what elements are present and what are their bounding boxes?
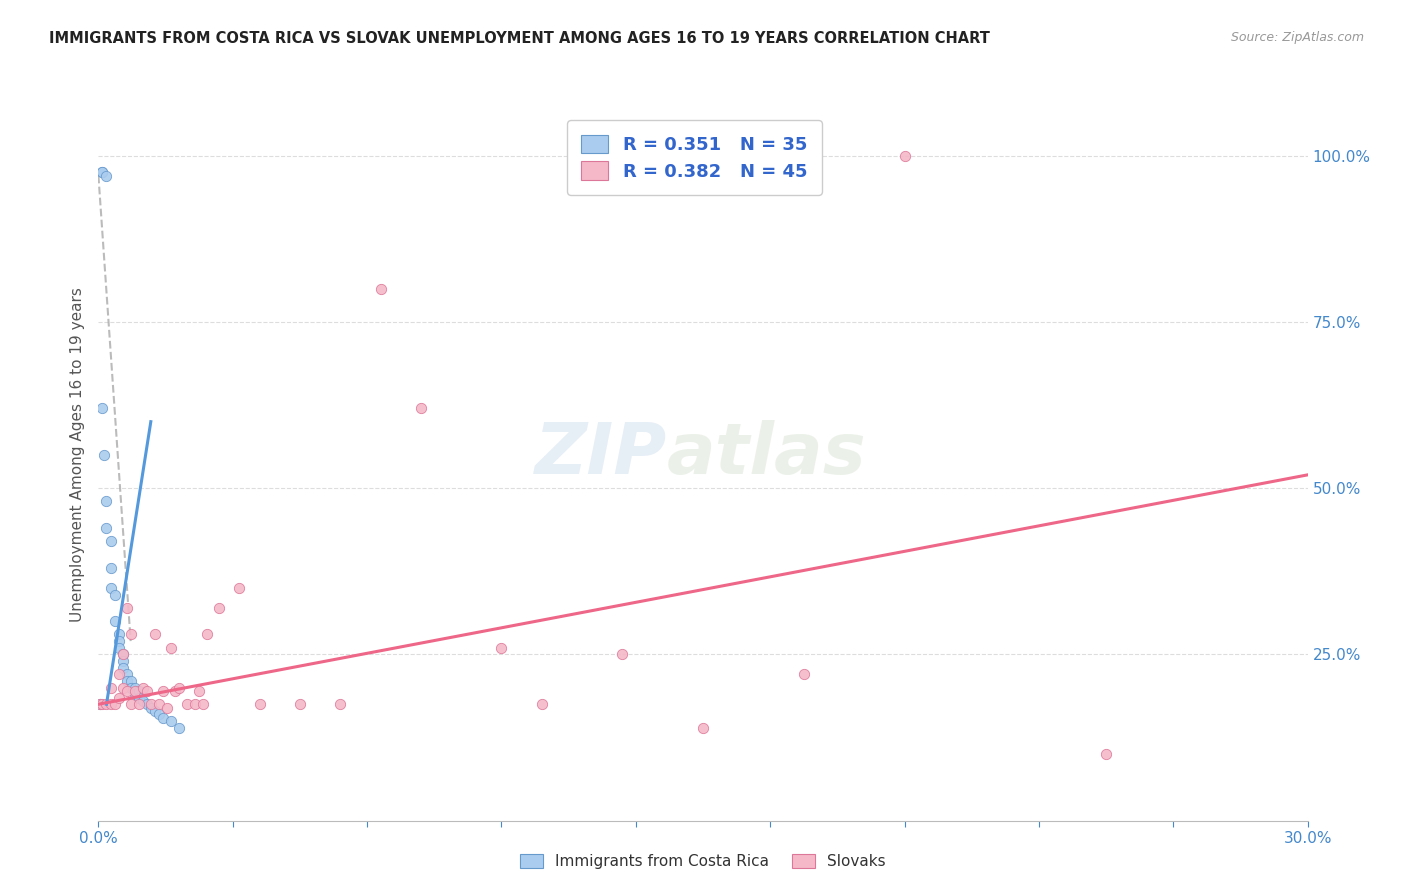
Point <box>143 627 166 641</box>
Point <box>184 698 207 712</box>
Point <box>163 684 186 698</box>
Point <box>96 494 118 508</box>
Point <box>89 698 111 712</box>
Point <box>96 521 118 535</box>
Point <box>107 690 129 705</box>
Point <box>1095 747 1118 761</box>
Point <box>115 684 138 698</box>
Point <box>530 698 553 712</box>
Point <box>143 704 166 718</box>
Point <box>107 634 129 648</box>
Point <box>329 698 352 712</box>
Point <box>132 694 155 708</box>
Point <box>156 700 179 714</box>
Point <box>167 721 190 735</box>
Point <box>124 681 146 695</box>
Point <box>176 698 198 712</box>
Point <box>188 684 211 698</box>
Point <box>132 681 155 695</box>
Point <box>288 698 311 712</box>
Point <box>148 698 170 712</box>
Point <box>100 681 122 695</box>
Point <box>370 282 392 296</box>
Point <box>120 681 142 695</box>
Point <box>89 698 111 712</box>
Text: Source: ZipAtlas.com: Source: ZipAtlas.com <box>1230 31 1364 45</box>
Point <box>128 698 150 712</box>
Point <box>96 698 118 712</box>
Point <box>612 648 634 662</box>
Point <box>249 698 271 712</box>
Point <box>208 600 231 615</box>
Point <box>120 673 142 688</box>
Point <box>152 684 174 698</box>
Point <box>111 681 134 695</box>
Point <box>100 534 122 549</box>
Point <box>91 698 114 712</box>
Point <box>124 684 146 698</box>
Point <box>128 684 150 698</box>
Point <box>193 698 215 712</box>
Point <box>107 667 129 681</box>
Point <box>115 673 138 688</box>
Point <box>100 581 122 595</box>
Point <box>228 581 250 595</box>
Point <box>139 698 162 712</box>
Text: ZIP: ZIP <box>534 420 666 490</box>
Point <box>160 714 183 728</box>
Point <box>111 654 134 668</box>
Point <box>91 401 114 416</box>
Point <box>120 627 142 641</box>
Point <box>195 627 218 641</box>
Point <box>148 707 170 722</box>
Point <box>96 169 118 183</box>
Legend: Immigrants from Costa Rica, Slovaks: Immigrants from Costa Rica, Slovaks <box>515 848 891 875</box>
Point <box>103 588 125 602</box>
Point <box>160 640 183 655</box>
Point <box>893 149 915 163</box>
Text: atlas: atlas <box>666 420 866 490</box>
Point <box>90 165 112 179</box>
Point <box>793 667 815 681</box>
Point <box>135 684 157 698</box>
Point <box>139 700 162 714</box>
Point <box>103 698 125 712</box>
Point <box>107 640 129 655</box>
Point <box>409 401 432 416</box>
Point <box>120 698 142 712</box>
Y-axis label: Unemployment Among Ages 16 to 19 years: Unemployment Among Ages 16 to 19 years <box>69 287 84 623</box>
Point <box>152 710 174 724</box>
Legend: R = 0.351   N = 35, R = 0.382   N = 45: R = 0.351 N = 35, R = 0.382 N = 45 <box>567 120 823 195</box>
Point <box>100 698 122 712</box>
Point <box>115 600 138 615</box>
Point <box>167 681 190 695</box>
Point <box>124 687 146 701</box>
Text: IMMIGRANTS FROM COSTA RICA VS SLOVAK UNEMPLOYMENT AMONG AGES 16 TO 19 YEARS CORR: IMMIGRANTS FROM COSTA RICA VS SLOVAK UNE… <box>49 31 990 46</box>
Point <box>135 698 157 712</box>
Point <box>91 165 114 179</box>
Point <box>491 640 513 655</box>
Point <box>115 667 138 681</box>
Point <box>111 661 134 675</box>
Point <box>103 614 125 628</box>
Point <box>100 561 122 575</box>
Point <box>93 448 115 462</box>
Point <box>111 648 134 662</box>
Point <box>111 648 134 662</box>
Point <box>107 627 129 641</box>
Point <box>692 721 714 735</box>
Point <box>128 690 150 705</box>
